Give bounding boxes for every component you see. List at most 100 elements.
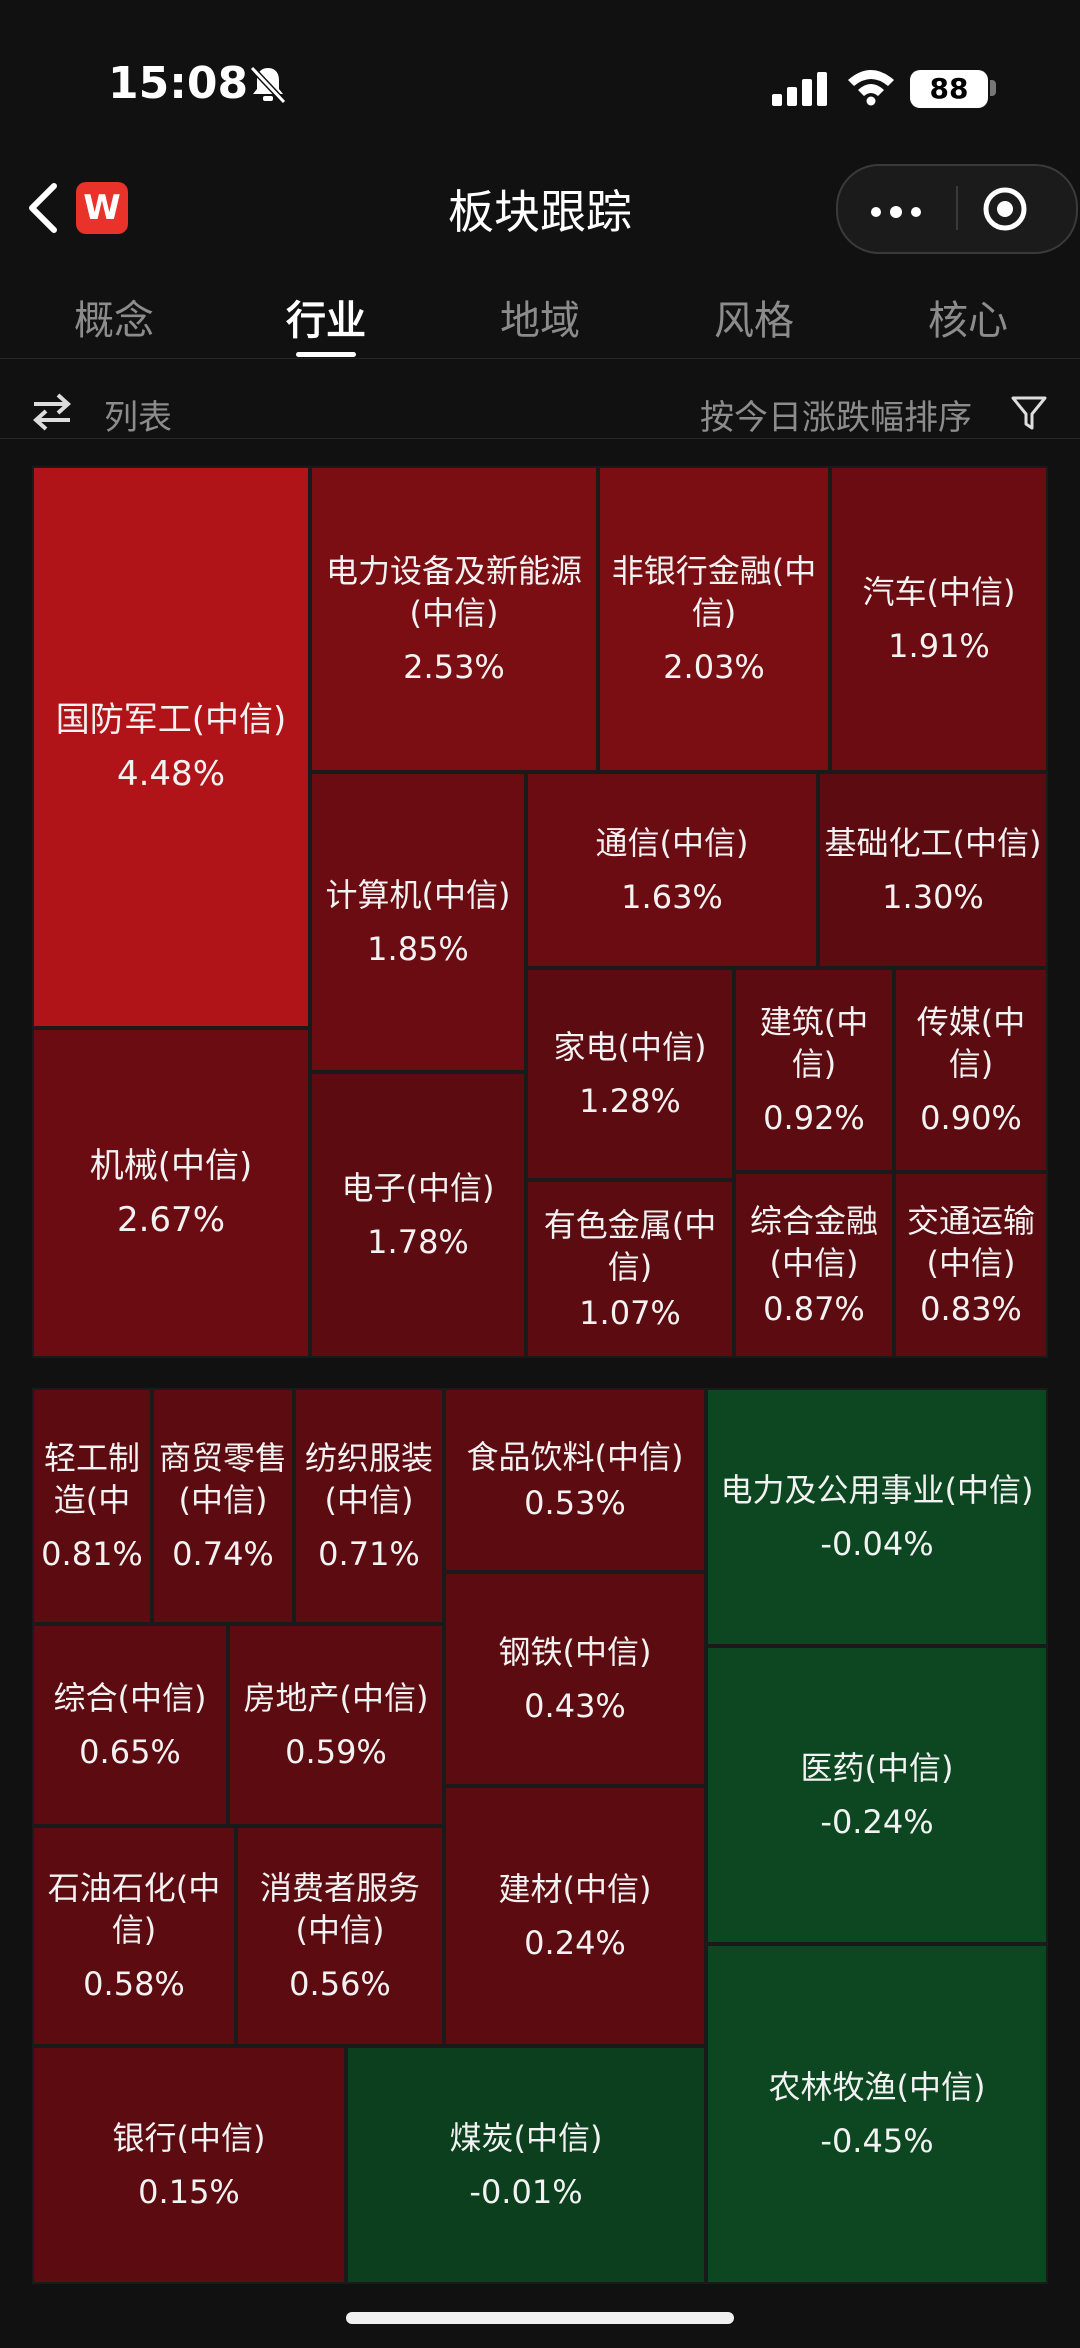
tile-value: 1.30%: [882, 878, 984, 916]
sort-option[interactable]: 按今日涨跌幅排序: [700, 398, 972, 438]
tile-value: 0.83%: [920, 1290, 1022, 1328]
switch-view-icon[interactable]: [30, 392, 74, 432]
tile-value: 0.71%: [318, 1535, 420, 1573]
tile-value: 4.48%: [116, 754, 225, 794]
tile-value: 0.92%: [763, 1099, 865, 1137]
divider: [0, 438, 1080, 439]
tile-name: 基础化工(中信): [824, 824, 1042, 862]
tile-value: 0.58%: [83, 1965, 185, 2003]
treemap-tile[interactable]: 基础化工(中信) 1.30%: [818, 772, 1048, 968]
tile-name: 电力设备及新能源(中信): [325, 552, 582, 632]
treemap-tile[interactable]: 电力设备及新能源(中信) 2.53%: [310, 466, 598, 772]
tile-value: 0.15%: [138, 2173, 240, 2211]
list-view-toggle[interactable]: 列表: [104, 398, 172, 438]
treemap-tile[interactable]: 房地产(中信) 0.59%: [228, 1624, 444, 1826]
treemap-tile[interactable]: 交通运输(中信) 0.83%: [894, 1172, 1048, 1358]
tile-value: 1.91%: [888, 627, 990, 665]
tile-name: 综合金融(中信): [749, 1202, 878, 1282]
tile-name: 电子(中信): [341, 1169, 495, 1207]
bell-muted-icon: [249, 65, 287, 104]
treemap-tile[interactable]: 建材(中信) 0.24%: [444, 1786, 706, 2046]
home-indicator[interactable]: [346, 2312, 734, 2324]
tile-name: 农林牧渔(中信): [768, 2068, 986, 2106]
tile-value: -0.24%: [820, 1803, 934, 1841]
capsule-divider: [956, 186, 958, 230]
tile-name: 通信(中信): [595, 824, 749, 862]
tile-name: 非银行金融(中信): [611, 552, 817, 632]
tile-name: 医药(中信): [800, 1749, 954, 1787]
tile-value: 1.07%: [579, 1294, 681, 1332]
tile-name: 传媒(中信): [916, 1003, 1026, 1083]
tile-value: 0.81%: [41, 1535, 143, 1573]
treemap-tile[interactable]: 农林牧渔(中信) -0.45%: [706, 1944, 1048, 2284]
status-time: 15:08: [108, 58, 249, 109]
tile-name: 建材(中信): [498, 1870, 652, 1908]
tile-value: 0.24%: [524, 1924, 626, 1962]
tile-name: 消费者服务(中信): [259, 1869, 420, 1949]
tile-name: 计算机(中信): [325, 876, 511, 914]
tile-value: 0.43%: [524, 1687, 626, 1725]
tile-value: 2.03%: [663, 648, 765, 686]
treemap-tile[interactable]: 综合(中信) 0.65%: [32, 1624, 228, 1826]
tab-concept[interactable]: 概念: [74, 298, 154, 344]
tab-style[interactable]: 风格: [714, 298, 794, 344]
tile-value: -0.04%: [820, 1525, 934, 1563]
treemap-tile[interactable]: 综合金融(中信) 0.87%: [734, 1172, 894, 1358]
treemap-tile[interactable]: 有色金属(中信) 1.07%: [526, 1180, 734, 1358]
filter-icon[interactable]: [1010, 394, 1048, 432]
treemap-tile[interactable]: 通信(中信) 1.63%: [526, 772, 818, 968]
tile-value: 2.53%: [403, 648, 505, 686]
treemap-tile[interactable]: 电子(中信) 1.78%: [310, 1072, 526, 1358]
back-chevron-icon[interactable]: [22, 178, 62, 238]
treemap-tile[interactable]: 机械(中信) 2.67%: [32, 1028, 310, 1358]
tile-name: 国防军工(中信): [55, 700, 287, 740]
treemap-tile[interactable]: 汽车(中信) 1.91%: [830, 466, 1048, 772]
tile-value: 2.67%: [116, 1200, 225, 1240]
tile-name: 商贸零售(中信): [158, 1439, 287, 1519]
treemap-tile[interactable]: 传媒(中信) 0.90%: [894, 968, 1048, 1172]
treemap-tile[interactable]: 商贸零售(中信) 0.74%: [152, 1388, 294, 1624]
tab-core[interactable]: 核心: [928, 298, 1008, 344]
treemap-tile[interactable]: 钢铁(中信) 0.43%: [444, 1572, 706, 1786]
tile-name: 钢铁(中信): [498, 1633, 652, 1671]
app-logo: W: [76, 182, 128, 234]
tile-value: 0.56%: [289, 1965, 391, 2003]
treemap-tile[interactable]: 非银行金融(中信) 2.03%: [598, 466, 830, 772]
treemap-tile[interactable]: 银行(中信) 0.15%: [32, 2046, 346, 2284]
tile-value: 1.85%: [367, 930, 469, 968]
treemap-tile[interactable]: 石油石化(中信) 0.58%: [32, 1826, 236, 2046]
treemap-tile[interactable]: 电力及公用事业(中信) -0.04%: [706, 1388, 1048, 1646]
tile-value: 1.63%: [621, 878, 723, 916]
tile-value: 0.87%: [763, 1290, 865, 1328]
treemap-tile[interactable]: 食品饮料(中信) 0.53%: [444, 1388, 706, 1572]
battery-indicator: 88: [910, 70, 988, 108]
tile-value: 0.65%: [79, 1733, 181, 1771]
tab-region[interactable]: 地域: [500, 298, 580, 344]
treemap-tile[interactable]: 家电(中信) 1.28%: [526, 968, 734, 1180]
page-title: 板块跟踪: [448, 185, 632, 239]
tile-name: 房地产(中信): [243, 1679, 429, 1717]
close-target-icon[interactable]: [982, 186, 1028, 232]
treemap-tile[interactable]: 轻工制造(中 0.81%: [32, 1388, 152, 1624]
tab-active-indicator: [296, 352, 356, 357]
tile-name: 食品饮料(中信): [466, 1438, 684, 1476]
treemap-tile[interactable]: 纺织服装(中信) 0.71%: [294, 1388, 444, 1624]
tile-name: 煤炭(中信): [449, 2119, 603, 2157]
tile-name: 有色金属(中信): [543, 1206, 717, 1286]
tile-name: 纺织服装(中信): [304, 1439, 433, 1519]
wifi-icon: [848, 70, 894, 106]
tile-value: 1.78%: [367, 1223, 469, 1261]
tile-name: 银行(中信): [112, 2119, 266, 2157]
treemap-tile[interactable]: 煤炭(中信) -0.01%: [346, 2046, 706, 2284]
tile-name: 家电(中信): [553, 1028, 707, 1066]
tab-industry[interactable]: 行业: [286, 298, 366, 344]
signal-icon: [772, 72, 827, 106]
tile-value: 0.53%: [524, 1484, 626, 1522]
more-dots-icon[interactable]: [868, 206, 924, 218]
tile-value: 1.28%: [579, 1082, 681, 1120]
treemap-tile[interactable]: 建筑(中信) 0.92%: [734, 968, 894, 1172]
treemap-tile[interactable]: 国防军工(中信) 4.48%: [32, 466, 310, 1028]
treemap-tile[interactable]: 消费者服务(中信) 0.56%: [236, 1826, 444, 2046]
treemap-tile[interactable]: 计算机(中信) 1.85%: [310, 772, 526, 1072]
treemap-tile[interactable]: 医药(中信) -0.24%: [706, 1646, 1048, 1944]
